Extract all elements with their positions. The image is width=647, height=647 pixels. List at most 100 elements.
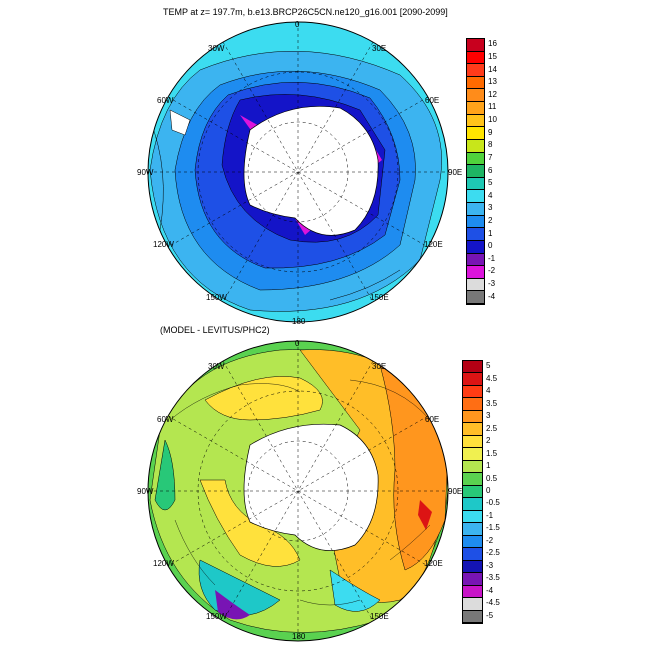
top-colorbar-label: 13 <box>488 77 497 87</box>
bottom-lon-label-90w: 90W <box>137 487 154 496</box>
bottom-colorbar-label: 1 <box>486 461 491 471</box>
bottom-colorbar-segment <box>463 385 482 399</box>
bottom-colorbar-segment <box>463 460 482 474</box>
top-colorbar-segment <box>467 203 484 216</box>
bottom-lon-label-120e: 120E <box>424 559 443 568</box>
top-lon-label-60w: 60W <box>157 96 174 105</box>
top-lon-label-150w: 150W <box>206 293 227 302</box>
bottom-colorbar-segment <box>463 410 482 424</box>
top-colorbar <box>466 38 485 305</box>
bottom-colorbar-segment <box>463 573 482 586</box>
top-colorbar-segment <box>467 76 484 90</box>
bottom-lon-label-120w: 120W <box>153 559 174 568</box>
bottom-lon-label-30e: 30E <box>372 362 387 371</box>
top-polar-map <box>147 21 449 323</box>
top-colorbar-segment <box>467 165 484 178</box>
top-colorbar-label: 7 <box>488 152 493 162</box>
bottom-colorbar-segment <box>463 435 482 449</box>
bottom-colorbar-label: 1.5 <box>486 448 498 458</box>
top-lon-label-90e: 90E <box>448 168 463 177</box>
bottom-colorbar-segment <box>463 535 482 549</box>
bottom-colorbar-label: -5 <box>486 610 494 620</box>
top-colorbar-segment <box>467 51 484 65</box>
bottom-colorbar-segment <box>463 610 482 623</box>
top-colorbar-label: 12 <box>488 89 497 99</box>
bottom-colorbar-label: 4.5 <box>486 373 498 383</box>
top-colorbar-label: 0 <box>488 241 493 251</box>
top-colorbar-segment <box>467 139 484 153</box>
bottom-lon-label-180: 180 <box>292 632 306 641</box>
top-colorbar-label: 11 <box>488 102 497 112</box>
bottom-colorbar-segment <box>463 560 482 574</box>
top-colorbar-segment <box>467 114 484 128</box>
top-colorbar-label: 16 <box>488 39 497 49</box>
top-colorbar-segment <box>467 266 484 279</box>
top-colorbar-label: 9 <box>488 127 493 137</box>
top-colorbar-segment <box>467 215 484 229</box>
bottom-colorbar-label: -3 <box>486 560 494 570</box>
top-colorbar-label: -2 <box>488 266 496 276</box>
bottom-colorbar-label: 0 <box>486 486 491 495</box>
top-colorbar-segment <box>467 102 484 115</box>
bottom-colorbar-segment <box>463 598 482 611</box>
bottom-colorbar-label: -3.5 <box>486 573 500 583</box>
bottom-lon-label-60w: 60W <box>157 415 174 424</box>
bottom-lon-label-30w: 30W <box>208 362 225 371</box>
bottom-map-title: (MODEL - LEVITUS/PHC2) <box>160 325 270 335</box>
top-colorbar-segment <box>467 190 484 204</box>
bottom-colorbar-segment <box>463 498 482 511</box>
top-colorbar-label: 5 <box>488 178 493 188</box>
top-colorbar-segment <box>467 253 484 267</box>
top-colorbar-segment <box>467 240 484 254</box>
bottom-colorbar-label: -1.5 <box>486 523 500 533</box>
bottom-colorbar-segment <box>463 473 482 486</box>
top-colorbar-label: 15 <box>488 51 497 61</box>
top-colorbar-label: 8 <box>488 140 493 150</box>
bottom-colorbar-segment <box>463 510 482 524</box>
bottom-colorbar-label: -2.5 <box>486 548 500 558</box>
bottom-colorbar-label: 3 <box>486 411 491 421</box>
top-colorbar-label: 10 <box>488 115 497 125</box>
bottom-lon-label-0: 0 <box>295 339 300 348</box>
top-lon-label-150e: 150E <box>370 293 389 302</box>
bottom-colorbar-label: -1 <box>486 510 494 520</box>
top-colorbar-label: 4 <box>488 190 493 200</box>
top-lon-label-120e: 120E <box>424 240 443 249</box>
top-colorbar-segment <box>467 127 484 140</box>
bottom-colorbar-segment <box>463 448 482 461</box>
top-lon-label-60e: 60E <box>425 96 440 105</box>
top-lon-label-120w: 120W <box>153 240 174 249</box>
top-colorbar-label: 6 <box>488 165 493 175</box>
bottom-lon-label-150e: 150E <box>370 612 389 621</box>
bottom-colorbar-label: -4.5 <box>486 598 500 608</box>
top-map-title: TEMP at z= 197.7m, b.e13.BRCP26C5CN.ne12… <box>163 7 448 17</box>
top-lon-label-0: 0 <box>295 20 300 29</box>
bottom-colorbar-segment <box>463 398 482 411</box>
top-lon-label-30w: 30W <box>208 44 225 53</box>
bottom-colorbar-label: 2.5 <box>486 423 498 433</box>
bottom-colorbar-segment <box>463 585 482 599</box>
top-lon-label-90w: 90W <box>137 168 154 177</box>
bottom-colorbar-label: 4 <box>486 386 491 396</box>
top-lon-label-30e: 30E <box>372 44 387 53</box>
bottom-colorbar-label: 0.5 <box>486 473 498 483</box>
bottom-colorbar-label: 2 <box>486 436 491 446</box>
bottom-lon-label-90e: 90E <box>448 487 463 496</box>
bottom-colorbar-label: -0.5 <box>486 498 500 508</box>
top-colorbar-segment <box>467 39 484 52</box>
top-colorbar-segment <box>467 89 484 103</box>
top-colorbar-label: -1 <box>488 253 496 263</box>
top-colorbar-segment <box>467 228 484 241</box>
top-colorbar-label: -3 <box>488 279 496 289</box>
bottom-colorbar-segment <box>463 523 482 536</box>
top-colorbar-label: -4 <box>488 291 496 301</box>
bottom-colorbar-segment <box>463 373 482 386</box>
top-colorbar-label: 1 <box>488 228 493 238</box>
top-lon-label-180: 180 <box>292 317 306 326</box>
bottom-colorbar-segment <box>463 548 482 561</box>
bottom-lon-label-60e: 60E <box>425 415 440 424</box>
top-colorbar-segment <box>467 64 484 77</box>
bottom-colorbar-label: -4 <box>486 585 494 595</box>
top-colorbar-label: 2 <box>488 215 493 225</box>
